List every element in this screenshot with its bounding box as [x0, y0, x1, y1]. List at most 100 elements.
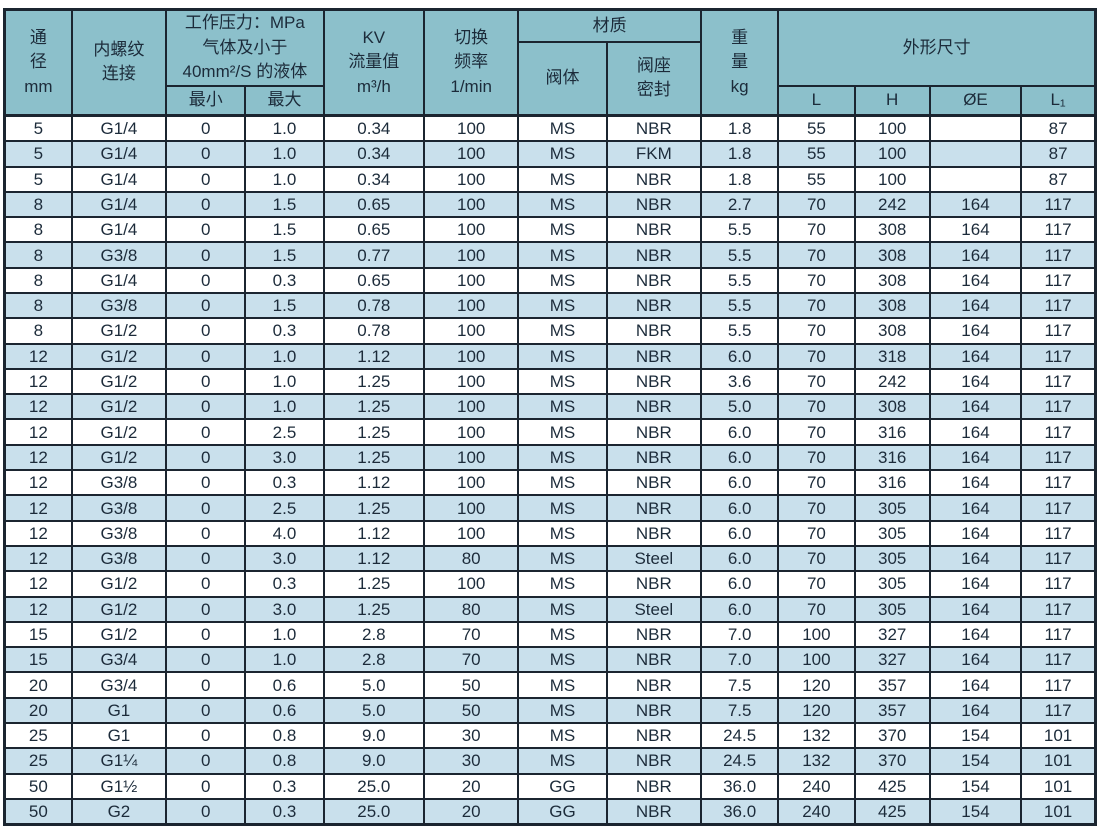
table-row: 12 G1/2 0 2.5 1.25 100 MS NBR 6.0 70 316 164 117 [3, 418, 1097, 446]
table-row: 12 G1/2 0 3.0 1.25 100 MS NBR 6.0 70 316 164 117 [3, 443, 1097, 472]
cell: 0.3 [244, 772, 325, 800]
table-row: 12 G3/8 0 0.3 1.12 100 MS NBR 6.0 70 316 164 117 [3, 469, 1097, 497]
cell: 55 [777, 165, 856, 193]
cell: 24.5 [699, 747, 780, 775]
table-row: 50 G1½ 0 0.3 25.0 20 GG NBR 36.0 240 425 154 101 [3, 772, 1097, 800]
cell: G1/4 [70, 266, 168, 295]
cell: 1.0 [244, 114, 325, 143]
cell: 70 [777, 418, 856, 446]
cell: 0 [165, 494, 247, 522]
table-row: 12 G3/8 0 4.0 1.12 100 MS NBR 6.0 70 305 164 117 [3, 519, 1097, 547]
table-row: 8 G1/2 0 0.3 0.78 100 MS NBR 5.5 70 308 164 117 [3, 317, 1097, 345]
cell: NBR [605, 241, 703, 269]
cell: 117 [1020, 216, 1097, 244]
cell: 6.0 [699, 418, 780, 446]
cell: NBR [605, 772, 703, 800]
cell: 6.0 [699, 519, 780, 547]
cell [928, 140, 1023, 168]
cell: 1.8 [699, 140, 780, 168]
cell: MS [517, 494, 608, 522]
cell: 164 [928, 190, 1023, 219]
cell: 1.5 [244, 291, 325, 320]
cell: 308 [853, 291, 931, 320]
cell: 316 [853, 469, 931, 497]
cell: 1.25 [322, 595, 426, 623]
cell: 154 [928, 772, 1023, 800]
table-row: 5 G1/4 0 1.0 0.34 100 MS FKM 1.8 55 100 87 [3, 140, 1097, 168]
cell: 154 [928, 797, 1023, 826]
cell: 70 [777, 241, 856, 269]
cell: 7.5 [699, 696, 780, 725]
cell: 100 [422, 418, 520, 446]
table-body: 5 G1/4 0 1.0 0.34 100 MS NBR 1.8 55 100 87 5 G1/4 0 1.0… [3, 114, 1097, 826]
cell: MS [517, 696, 608, 725]
cell: MS [517, 620, 608, 649]
cell: 8 [3, 266, 73, 295]
cell: 70 [777, 342, 856, 370]
cell: 5 [3, 114, 73, 143]
cell: 242 [853, 367, 931, 396]
cell: NBR [605, 342, 703, 370]
cell: 100 [853, 114, 931, 143]
cell: 0 [165, 443, 247, 472]
cell: 0 [165, 722, 247, 750]
cell: G1/4 [70, 216, 168, 244]
cell: G1/4 [70, 190, 168, 219]
cell: 12 [3, 443, 73, 472]
cell: 0 [165, 317, 247, 345]
cell: 9.0 [322, 722, 426, 750]
cell: 120 [777, 696, 856, 725]
cell: 101 [1020, 747, 1097, 775]
cell: 6.0 [699, 544, 780, 573]
cell: NBR [605, 367, 703, 396]
cell: 36.0 [699, 772, 780, 800]
cell: 20 [422, 797, 520, 826]
cell: 12 [3, 519, 73, 547]
table-row: 5 G1/4 0 1.0 0.34 100 MS NBR 1.8 55 100 87 [3, 165, 1097, 193]
cell: 100 [777, 646, 856, 674]
cell: MS [517, 317, 608, 345]
cell: 7.0 [699, 620, 780, 649]
table-row: 15 G1/2 0 1.0 2.8 70 MS NBR 7.0 100 327 164 117 [3, 620, 1097, 649]
cell: 25 [3, 722, 73, 750]
cell: 327 [853, 646, 931, 674]
cell: 101 [1020, 722, 1097, 750]
cell: 305 [853, 595, 931, 623]
cell: 154 [928, 747, 1023, 775]
header-pressure-max: 最大 [244, 84, 325, 117]
cell: 0 [165, 519, 247, 547]
cell: 20 [3, 696, 73, 725]
cell: G1/2 [70, 620, 168, 649]
cell: 9.0 [322, 747, 426, 775]
header-thread-connection: 内螺纹 连接 [70, 8, 168, 117]
cell: 117 [1020, 469, 1097, 497]
cell: G2 [70, 797, 168, 826]
cell: 0.3 [244, 317, 325, 345]
cell: MS [517, 241, 608, 269]
cell: 2.8 [322, 620, 426, 649]
table-row: 8 G1/4 0 1.5 0.65 100 MS NBR 2.7 70 242 164 117 [3, 190, 1097, 219]
cell: 327 [853, 620, 931, 649]
cell: 0.78 [322, 291, 426, 320]
cell: 164 [928, 494, 1023, 522]
cell: G1/2 [70, 443, 168, 472]
cell: 5.5 [699, 317, 780, 345]
cell: 50 [422, 696, 520, 725]
table-row: 12 G3/8 0 3.0 1.12 80 MS Steel 6.0 70 305 164 117 [3, 544, 1097, 573]
cell: 12 [3, 367, 73, 396]
cell: 117 [1020, 393, 1097, 421]
cell: 25 [3, 747, 73, 775]
cell: GG [517, 797, 608, 826]
table-row: 12 G1/2 0 3.0 1.25 80 MS Steel 6.0 70 305 164 117 [3, 595, 1097, 623]
cell: 1.0 [244, 393, 325, 421]
cell: NBR [605, 190, 703, 219]
cell: 0.6 [244, 696, 325, 725]
cell: 117 [1020, 190, 1097, 219]
cell: 0.3 [244, 266, 325, 295]
cell: 12 [3, 342, 73, 370]
cell: 132 [777, 747, 856, 775]
cell: 1.5 [244, 190, 325, 219]
cell: G1/2 [70, 595, 168, 623]
cell: 6.0 [699, 570, 780, 598]
cell: 425 [853, 772, 931, 800]
